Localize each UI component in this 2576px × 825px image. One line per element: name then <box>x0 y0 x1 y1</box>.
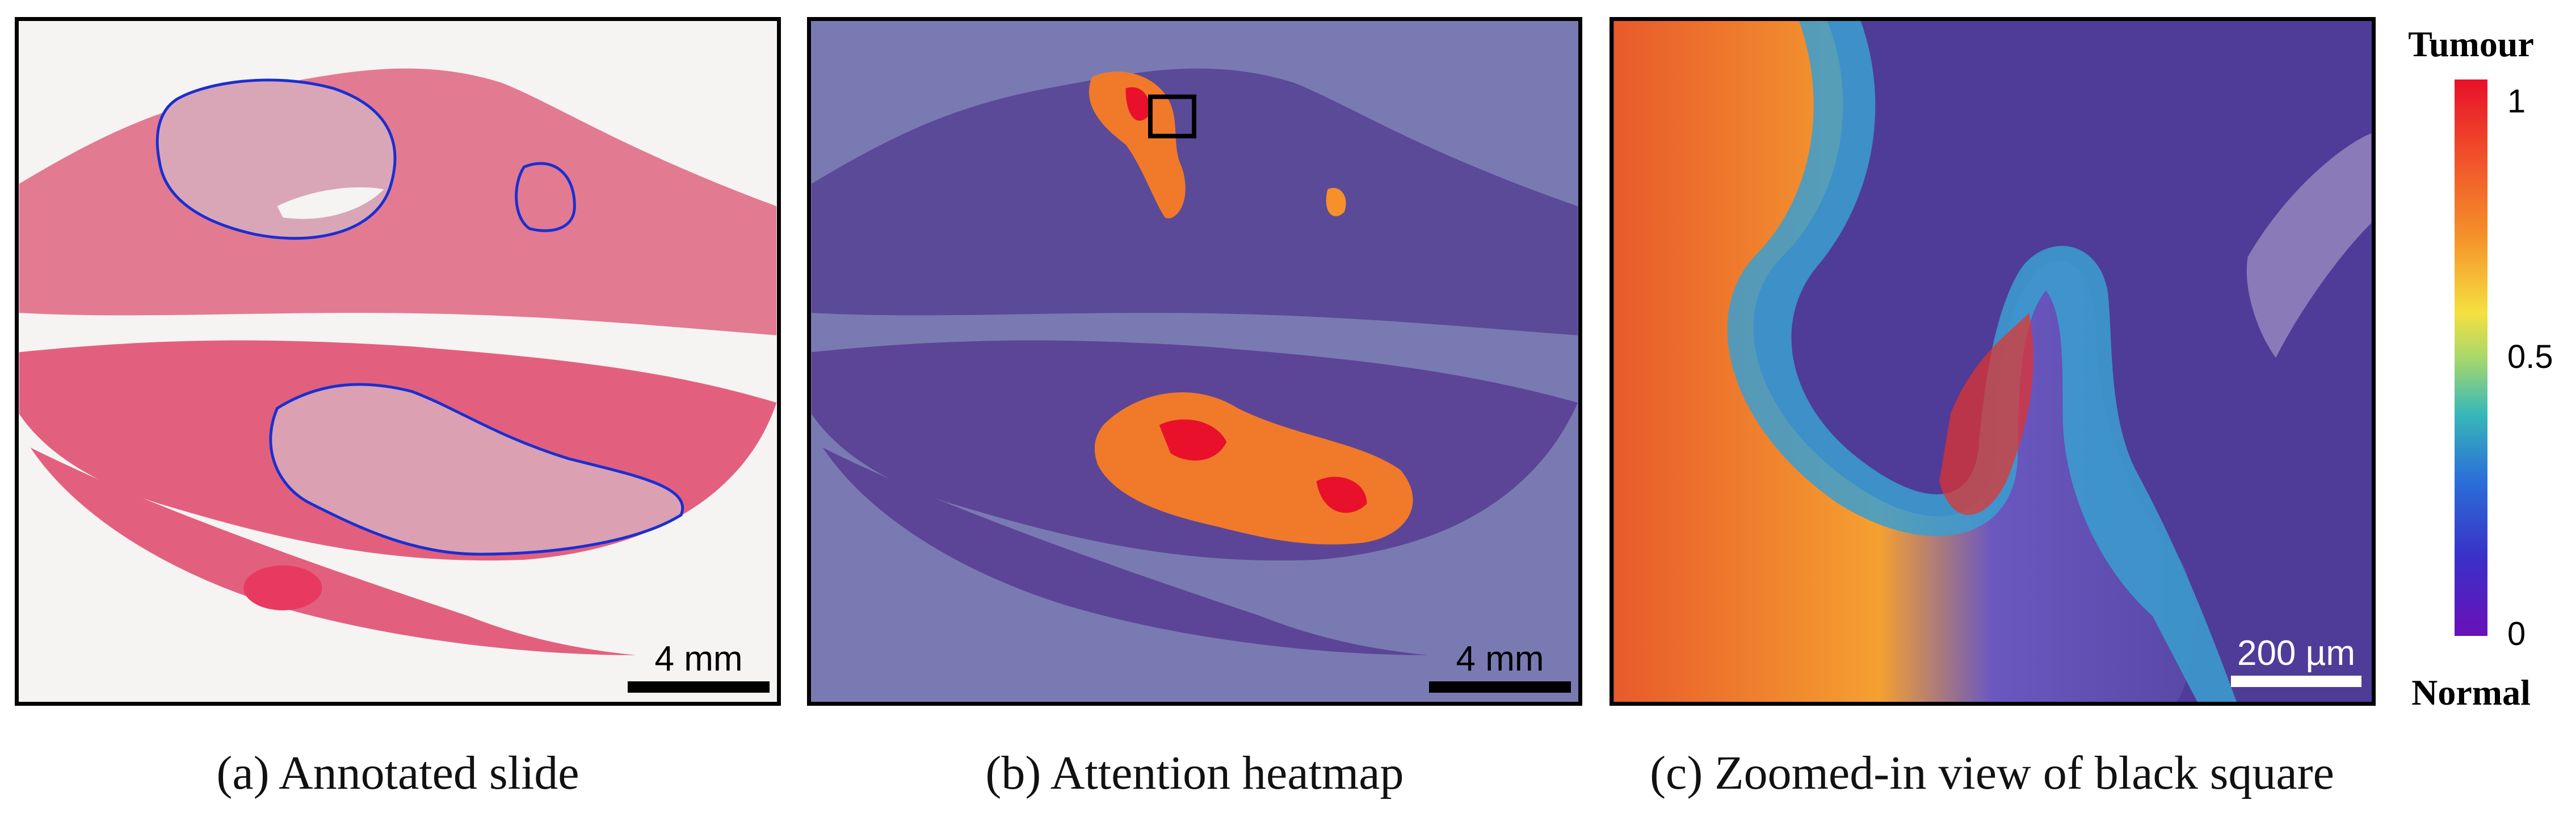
colorbar-tick-0-5: 0.5 <box>2507 338 2553 375</box>
zoomed-view-image <box>1613 21 2372 702</box>
colorbar-tick-0: 0 <box>2507 615 2526 652</box>
annotated-slide-image <box>19 68 777 655</box>
attention-heatmap-panel: 4 mm <box>807 17 1582 706</box>
attention-heatmap-image <box>811 68 1578 655</box>
caption-c: (c) Zoomed-in view of black square <box>1650 747 2334 799</box>
scale-bar-label: 200 µm <box>2237 634 2356 673</box>
scale-bar <box>628 681 770 693</box>
colorbar-tick-1: 1 <box>2507 83 2526 120</box>
caption-b: (b) Attention heatmap <box>985 747 1404 799</box>
colorbar-top-label: Tumour <box>2408 24 2534 64</box>
scale-bar <box>1429 681 1571 693</box>
scale-bar <box>2231 676 2361 687</box>
colorbar <box>2455 79 2487 636</box>
zoomed-view-panel: 200 µm <box>1610 17 2376 706</box>
colorbar-bottom-label: Normal <box>2411 672 2531 713</box>
scale-bar-label: 4 mm <box>654 639 743 679</box>
zoom-region-square <box>1148 94 1196 139</box>
annotated-slide-panel: 4 mm <box>15 17 781 706</box>
caption-a: (a) Annotated slide <box>216 747 579 799</box>
scale-bar-label: 4 mm <box>1456 639 1544 679</box>
